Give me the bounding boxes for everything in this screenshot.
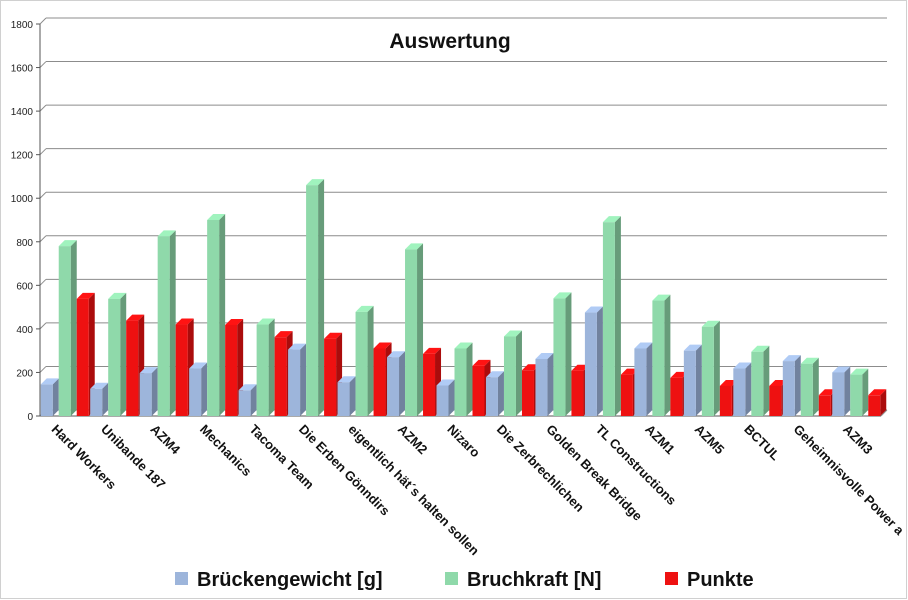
bar [683, 344, 702, 416]
y-tick-label: 1800 [11, 20, 34, 31]
bar [751, 345, 770, 416]
bar [436, 379, 455, 416]
gridline-side [39, 61, 47, 68]
bar [584, 306, 603, 416]
bar [238, 384, 257, 416]
bar [485, 371, 504, 416]
legend-entry: Bruchkraft [N] [445, 569, 601, 591]
chart-title: Auswertung [389, 30, 510, 53]
legend-swatch [665, 572, 678, 585]
y-tick-label: 1400 [11, 107, 34, 118]
bar [108, 292, 127, 416]
y-tick-label: 1200 [11, 151, 34, 162]
bar [782, 355, 801, 416]
y-tick-label: 600 [16, 281, 33, 292]
bar [40, 378, 59, 416]
y-tick-label: 400 [16, 325, 33, 336]
bar [652, 294, 671, 416]
bar [535, 352, 554, 416]
bar [602, 216, 621, 416]
y-tick-label: 200 [16, 368, 33, 379]
bar [701, 320, 720, 416]
gridline-side [39, 148, 47, 156]
bar [634, 342, 653, 416]
gridline-side [39, 17, 47, 25]
legend-entry: Brückengewicht [g] [175, 569, 383, 591]
gridline-side [39, 322, 47, 330]
bar [207, 214, 226, 416]
bar [850, 368, 869, 416]
bar [733, 362, 752, 416]
legend-label: Bruchkraft [N] [467, 569, 601, 591]
bar [306, 179, 325, 416]
bar [139, 367, 158, 416]
bar [288, 343, 307, 416]
legend: Brückengewicht [g] Bruchkraft [N] Punkte [175, 569, 754, 591]
gridline-side [39, 191, 47, 199]
legend-swatch [175, 572, 188, 585]
bar [503, 330, 522, 416]
bar [90, 382, 109, 416]
y-tick-label: 800 [16, 238, 33, 249]
floor-edge [880, 409, 888, 417]
y-tick-label: 1600 [11, 64, 34, 75]
bar [553, 292, 572, 416]
bar [800, 357, 819, 416]
bar [832, 366, 851, 416]
bar [405, 243, 424, 416]
legend-swatch [445, 572, 458, 585]
legend-label: Punkte [687, 569, 754, 591]
bar [454, 342, 473, 416]
bar [868, 389, 887, 416]
legend-entry: Punkte [665, 569, 754, 591]
bar [58, 240, 77, 416]
gridline-side [39, 104, 47, 112]
y-tick-label: 0 [27, 412, 33, 423]
bars [40, 179, 887, 416]
bar [337, 376, 356, 416]
bar [256, 318, 275, 416]
bar [76, 292, 95, 416]
bar [355, 305, 374, 416]
bar [387, 351, 406, 416]
gridline-side [39, 278, 47, 286]
bar [157, 230, 176, 416]
y-tick-label: 1000 [11, 194, 34, 205]
bar [189, 362, 208, 416]
legend-label: Brückengewicht [g] [197, 569, 383, 591]
gridline-side [39, 366, 47, 373]
gridline-side [39, 235, 47, 243]
